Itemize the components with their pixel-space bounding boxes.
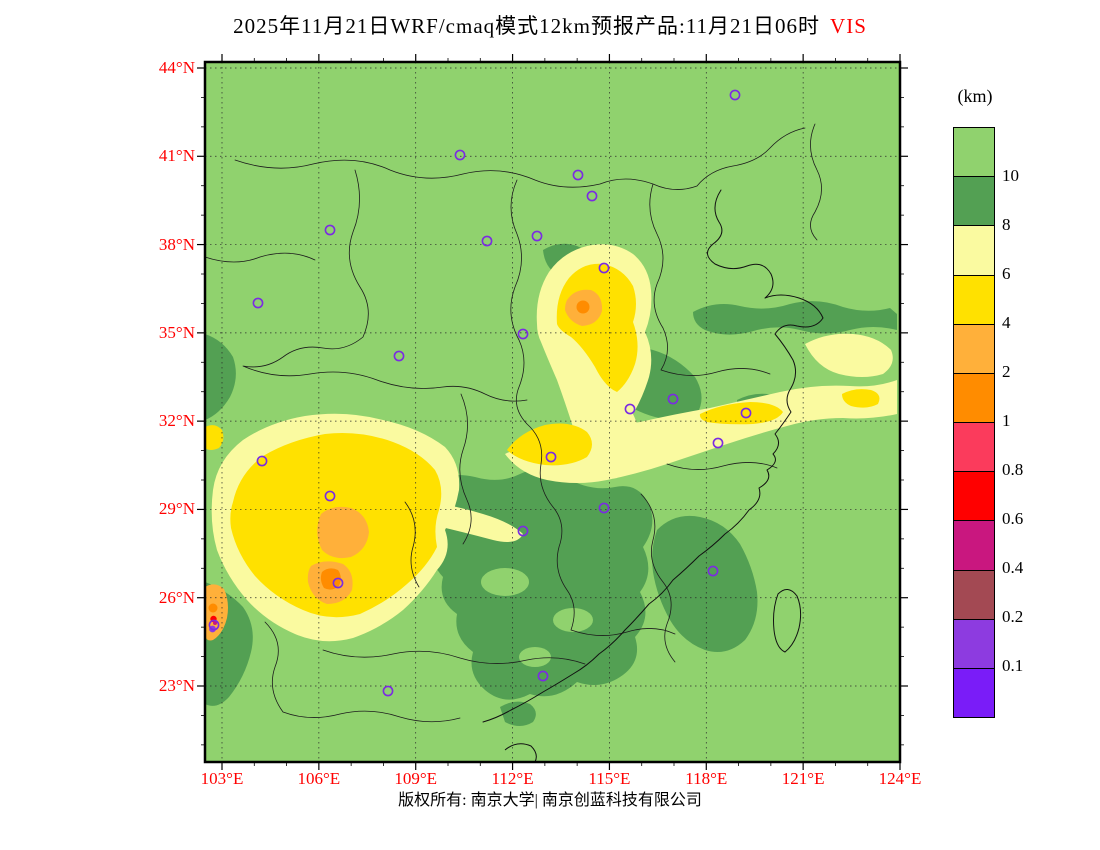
- station-marker: [517, 328, 529, 340]
- vis-fill-1-2km-spot: [576, 300, 590, 314]
- station-marker: [208, 619, 220, 631]
- legend-value-label: 0.2: [1002, 607, 1024, 626]
- station-marker: [252, 297, 264, 309]
- legend-value-label: 2: [1002, 362, 1011, 381]
- province-boundaries: [204, 123, 822, 723]
- figure-title-text: 2025年11月21日WRF/cmaq模式12km预报产品:11月21日06时: [233, 14, 821, 38]
- color-legend: [953, 127, 995, 718]
- lon-axis-label: 115°E: [588, 769, 631, 788]
- hainan-outline: [504, 743, 537, 763]
- background-hole: [553, 608, 593, 632]
- visibility-map-svg: [197, 54, 908, 770]
- lon-axis-label: 118°E: [685, 769, 728, 788]
- legend-color-cell: [954, 570, 994, 620]
- station-marker: [624, 403, 636, 415]
- legend-color-cell: [954, 177, 994, 227]
- legend-value-label: 0.1: [1002, 656, 1024, 675]
- lat-axis-label: 29°N: [158, 499, 195, 519]
- lon-axis-label: 109°E: [394, 769, 438, 788]
- lat-axis-label: 35°N: [158, 322, 195, 342]
- legend-color-cell: [954, 324, 994, 374]
- station-marker: [517, 525, 529, 537]
- legend-unit-label: (km): [957, 86, 993, 106]
- copyright-text: 版权所有: 南京大学| 南京创蓝科技有限公司: [398, 792, 702, 809]
- figure-title: 2025年11月21日WRF/cmaq模式12km预报产品:11月21日06时 V…: [0, 10, 1100, 40]
- lat-axis-label: 23°N: [158, 676, 195, 695]
- station-marker: [586, 190, 598, 202]
- legend-color-cell: [954, 423, 994, 473]
- legend-value-label: 10: [1002, 166, 1019, 185]
- station-marker: [481, 235, 493, 247]
- legend-color-cell: [954, 521, 994, 571]
- station-marker: [712, 437, 724, 449]
- figure-title-variable: VIS: [830, 14, 867, 38]
- legend-color-cell: [954, 619, 994, 669]
- station-marker: [598, 262, 610, 274]
- lon-axis-label: 124°E: [878, 769, 922, 788]
- legend-value-label: 6: [1002, 264, 1011, 283]
- legend-value-label: 0.4: [1002, 558, 1024, 577]
- station-marker: [707, 565, 719, 577]
- station-marker: [324, 224, 336, 236]
- station-marker: [667, 393, 679, 405]
- legend-value-label: 1: [1002, 411, 1011, 430]
- station-marker: [598, 502, 610, 514]
- station-marker: [537, 670, 549, 682]
- station-marker: [740, 407, 752, 419]
- legend-value-label: 0.8: [1002, 460, 1024, 479]
- legend-color-cell: [954, 226, 994, 276]
- map-frame: [203, 60, 902, 764]
- lat-axis-label: 26°N: [158, 587, 195, 607]
- station-marker: [256, 455, 268, 467]
- station-marker: [454, 149, 466, 161]
- background-hole: [519, 647, 551, 667]
- legend-value-label: 8: [1002, 215, 1011, 234]
- vis-fill-1-2km-spot: [208, 603, 218, 613]
- station-marker: [393, 350, 405, 362]
- legend-color-cell: [954, 128, 994, 178]
- map-plot: [197, 54, 908, 770]
- low-visibility-spot-magenta: [213, 621, 217, 625]
- station-marker: [531, 230, 543, 242]
- taiwan-outline: [773, 589, 802, 653]
- lat-axis-label: 44°N: [158, 58, 195, 77]
- legend-value-label: 4: [1002, 313, 1011, 332]
- lat-axis-label: 41°N: [158, 146, 195, 166]
- station-marker: [332, 577, 344, 589]
- lat-axis-label: 38°N: [158, 234, 195, 254]
- coastline: [482, 189, 824, 723]
- station-markers: [208, 89, 752, 697]
- lon-axis-label: 121°E: [781, 769, 825, 788]
- station-marker: [324, 490, 336, 502]
- station-marker: [382, 685, 394, 697]
- legend-color-cell: [954, 373, 994, 424]
- lon-axis-label: 106°E: [297, 769, 341, 788]
- lat-axis-label: 32°N: [158, 411, 195, 431]
- legend-value-label: 0.6: [1002, 509, 1024, 528]
- vis-fill-8-10km: [205, 243, 897, 726]
- station-marker: [545, 451, 557, 463]
- station-marker: [729, 89, 741, 101]
- vis-fill-1-2km: [320, 568, 341, 590]
- station-marker: [572, 169, 584, 181]
- legend-color-cell: [954, 668, 994, 718]
- vis-fill-4-6km: [205, 263, 880, 618]
- background-hole: [481, 568, 529, 596]
- legend-color-cell: [954, 472, 994, 522]
- legend-color-cell: [954, 275, 994, 325]
- lon-axis-label: 112°E: [491, 769, 534, 788]
- lon-axis-label: 103°E: [200, 769, 244, 788]
